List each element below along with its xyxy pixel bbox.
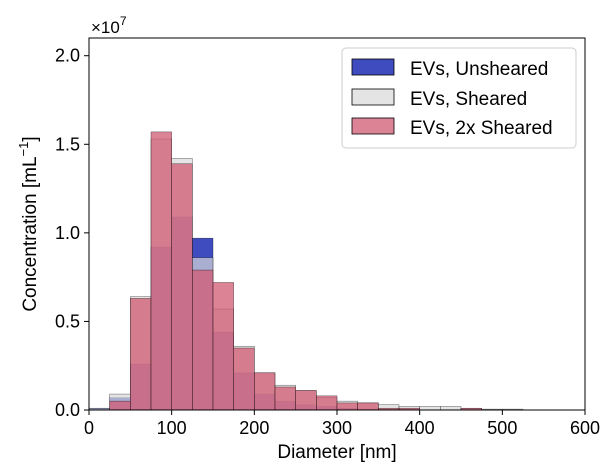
x-axis: 0 100 200 300 400 500 600	[84, 410, 600, 438]
bar-series-1-bin-16	[419, 406, 441, 411]
bar-series-2-bin-13	[357, 402, 379, 411]
bar-series-2-bin-6	[212, 282, 234, 411]
bar-series-2-bin-3	[150, 131, 172, 411]
y-multiplier: ×107	[91, 14, 127, 37]
bar-series-2-bin-7	[233, 347, 255, 411]
x-tick-label: 300	[322, 418, 352, 438]
bar-series-2-bin-12	[336, 402, 358, 411]
bar-series-2-bin-10	[295, 390, 317, 411]
bar-series-2-bin-5	[192, 269, 214, 411]
bar-series-1-bin-17	[440, 406, 462, 411]
y-tick-label: 0.0	[55, 400, 80, 420]
x-tick-label: 0	[84, 418, 94, 438]
series-2	[109, 131, 482, 411]
y-tick-label: 2.0	[55, 46, 80, 66]
bar-series-2-bin-4	[171, 163, 193, 411]
bar-series-2-bin-11	[316, 395, 338, 411]
bar-series-2-bin-9	[274, 386, 296, 411]
y-axis-label: Concentration [mL−1]	[16, 136, 41, 311]
bar-series-2-bin-1	[109, 400, 131, 411]
y-tick-label: 1.0	[55, 223, 80, 243]
y-tick-label: 0.5	[55, 311, 80, 331]
x-axis-label: Diameter [nm]	[277, 442, 396, 463]
y-tick-label: 1.5	[55, 134, 80, 154]
y-multiplier-exponent: 7	[120, 14, 127, 28]
y-axis: 0.0 0.5 1.0 1.5 2.0	[55, 46, 89, 420]
x-tick-label: 600	[570, 418, 600, 438]
bars-layer	[88, 131, 524, 411]
x-tick-label: 200	[239, 418, 269, 438]
bar-series-2-bin-8	[254, 372, 276, 411]
legend-swatch-sheared	[351, 88, 395, 106]
x-tick-label: 500	[487, 418, 517, 438]
legend-swatch-unsheared	[351, 58, 395, 76]
x-tick-label: 400	[405, 418, 435, 438]
legend-label-sheared: EVs, Sheared	[410, 89, 527, 110]
legend-label-unsheared: EVs, Unsheared	[410, 59, 548, 80]
y-axis-label-exponent: −1	[16, 142, 31, 157]
legend-label-2x-sheared: EVs, 2x Sheared	[410, 118, 553, 139]
x-tick-label: 100	[157, 418, 187, 438]
legend-swatch-2x-sheared	[351, 117, 395, 135]
legend: EVs, Unsheared EVs, Sheared EVs, 2x Shea…	[341, 47, 577, 149]
bar-series-2-bin-2	[130, 298, 152, 411]
legend-frame	[341, 47, 577, 149]
